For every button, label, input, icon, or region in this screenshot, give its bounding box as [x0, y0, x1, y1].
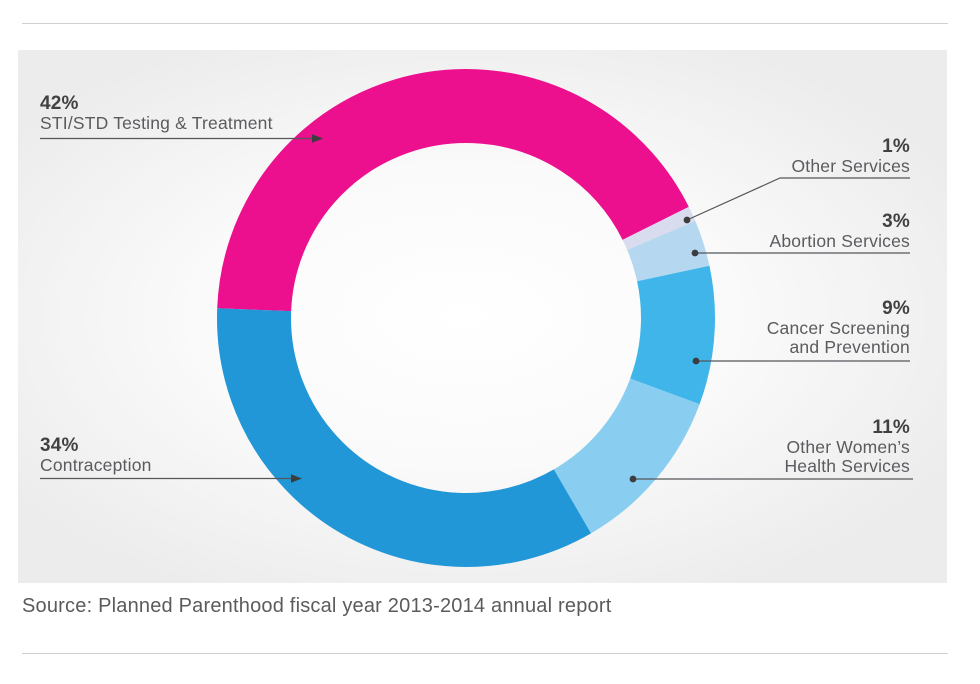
callout-abortion-label: Abortion Services — [769, 231, 910, 251]
callout-cancer-label: Cancer Screening and Prevention — [766, 318, 910, 357]
callout-contraception-label: Contraception — [40, 455, 152, 475]
callout-abortion-pct: 3% — [882, 211, 910, 232]
callout-other-services-label: Other Services — [791, 156, 910, 176]
source-note: Source: Planned Parenthood fiscal year 2… — [22, 595, 612, 617]
callout-contraception: 34% Contraception — [40, 436, 152, 475]
callout-other-services-pct: 1% — [882, 136, 910, 157]
callout-other-services: 1% Other Services — [590, 137, 910, 176]
callout-womens-health-pct: 11% — [872, 417, 910, 438]
callout-contraception-pct: 34% — [40, 435, 79, 456]
callout-sti-std: 42% STI/STD Testing & Treatment — [40, 94, 273, 133]
callout-abortion: 3% Abortion Services — [590, 212, 910, 251]
callout-sti-std-label: STI/STD Testing & Treatment — [40, 113, 273, 133]
top-divider — [22, 23, 948, 24]
callout-womens-health: 11% Other Women’s Health Services — [590, 418, 910, 476]
callout-sti-std-pct: 42% — [40, 93, 79, 114]
callout-cancer: 9% Cancer Screening and Prevention — [590, 299, 910, 357]
bottom-divider — [22, 653, 948, 654]
callout-cancer-pct: 9% — [882, 298, 910, 319]
callout-womens-health-label: Other Women’s Health Services — [784, 437, 910, 476]
